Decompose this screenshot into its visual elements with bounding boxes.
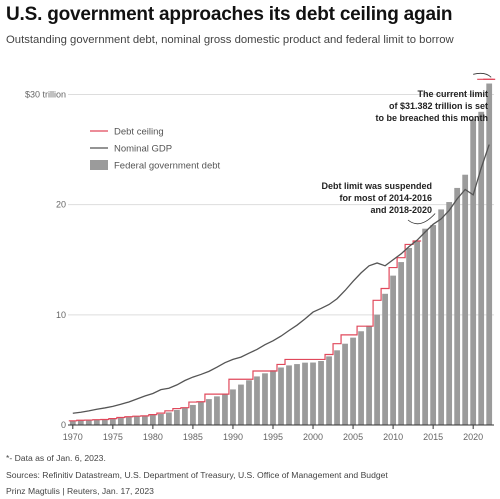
- legend-label: Nominal GDP: [114, 144, 172, 155]
- debt-bar: [109, 419, 116, 425]
- annotation-text: The current limit: [417, 89, 488, 99]
- debt-bar: [390, 275, 396, 425]
- debt-bar: [310, 362, 316, 425]
- debt-bar: [158, 413, 164, 425]
- x-tick-label: 2015: [423, 432, 443, 440]
- debt-bar: [462, 174, 469, 425]
- debt-bar: [230, 389, 236, 425]
- debt-bar: [454, 187, 461, 425]
- annotations: The current limit of $31.382 trillion is …: [321, 72, 496, 225]
- debt-bar: [190, 404, 196, 425]
- footnote: *- Data as of Jan. 6, 2023.: [6, 453, 106, 463]
- debt-bar: [133, 416, 140, 425]
- debt-bar: [486, 83, 493, 425]
- sources: Sources: Refinitiv Datastream, U.S. Depa…: [6, 470, 388, 480]
- debt-bar: [286, 365, 292, 425]
- debt-bar: [382, 293, 388, 425]
- credit: Prinz Magtulis | Reuters, Jan. 17, 2023: [6, 486, 154, 496]
- debt-bar: [414, 240, 421, 425]
- debt-bar: [318, 360, 324, 425]
- debt-bar: [470, 119, 477, 426]
- legend-swatch-federal-debt: [90, 160, 108, 170]
- debt-bar: [174, 409, 180, 425]
- debt-bar: [222, 393, 228, 425]
- debt-bar: [350, 337, 356, 425]
- debt-bar: [398, 262, 404, 425]
- debt-bar: [406, 247, 413, 425]
- y-tick-label: 10: [56, 310, 66, 320]
- bars-federal-debt: [69, 83, 493, 426]
- legend-label: Debt ceiling: [114, 127, 164, 138]
- legend: Debt ceiling Nominal GDP Federal governmen…: [90, 127, 221, 172]
- debt-bar: [422, 228, 429, 425]
- annotation-text: to be breached this month: [375, 113, 488, 123]
- chart: 0 10 20 $30 trillion 1970 1975 1980 1985 1990 199…: [25, 72, 496, 440]
- debt-bar: [294, 364, 300, 425]
- debt-bar: [278, 367, 284, 425]
- debt-bar: [254, 376, 260, 425]
- debt-bar: [302, 362, 308, 425]
- debt-bar: [101, 419, 108, 425]
- annotation-text: Debt limit was suspended: [321, 181, 432, 191]
- chart-title: U.S. government approaches its debt ceil…: [6, 4, 453, 25]
- legend-label: Federal government debt: [114, 161, 221, 172]
- y-tick-label: 20: [56, 200, 66, 210]
- chart-subtitle: Outstanding government debt, nominal gro…: [6, 34, 454, 46]
- x-tick-label: 1980: [143, 432, 163, 440]
- debt-bar: [117, 418, 124, 425]
- debt-bar: [198, 401, 204, 425]
- debt-bar: [366, 325, 372, 425]
- debt-bar: [141, 415, 148, 425]
- x-tick-label: 1990: [223, 432, 243, 440]
- annotation-text: and 2018-2020: [370, 205, 432, 215]
- debt-bar: [438, 209, 445, 425]
- y-tick-label: 0: [61, 420, 66, 430]
- debt-bar: [93, 419, 100, 425]
- x-tick-label: 1985: [183, 432, 203, 440]
- gdp-line: [72, 144, 490, 414]
- debt-bar: [77, 420, 84, 425]
- debt-bar: [270, 370, 276, 425]
- debt-bar: [125, 417, 132, 425]
- debt-bar: [446, 202, 453, 425]
- annotation-leader-current-limit: [473, 72, 492, 78]
- debt-bar: [206, 399, 212, 425]
- annotation-leader-suspension: [407, 213, 436, 225]
- x-tick-label: 2005: [343, 432, 363, 440]
- debt-bar: [182, 407, 188, 425]
- x-tick-label: 2000: [303, 432, 323, 440]
- x-tick-label: 2010: [383, 432, 403, 440]
- annotation-text: of $31.382 trillion is set: [389, 101, 488, 111]
- y-tick-label: $30 trillion: [25, 90, 66, 100]
- debt-bar: [246, 380, 252, 425]
- debt-bar: [166, 412, 172, 425]
- x-tick-label: 1970: [63, 432, 83, 440]
- debt-bar: [478, 111, 485, 426]
- debt-bar: [69, 420, 76, 425]
- annotation-text: for most of 2014-2016: [339, 193, 432, 203]
- x-tick-label: 1975: [103, 432, 123, 440]
- debt-bar: [334, 350, 340, 425]
- debt-bar: [149, 414, 156, 425]
- debt-bar: [238, 384, 244, 425]
- debt-bar: [358, 331, 364, 425]
- x-tick-label: 2020: [463, 432, 483, 440]
- x-tick-label: 1995: [263, 432, 283, 440]
- debt-bar: [342, 343, 348, 425]
- debt-bar: [430, 225, 437, 425]
- debt-bar: [374, 314, 380, 425]
- debt-bar: [214, 396, 220, 425]
- debt-bar: [262, 373, 268, 425]
- axes: 0 10 20 $30 trillion 1970 1975 1980 1985 1990 199…: [25, 90, 494, 440]
- debt-bar: [85, 420, 92, 425]
- debt-bar: [326, 356, 332, 425]
